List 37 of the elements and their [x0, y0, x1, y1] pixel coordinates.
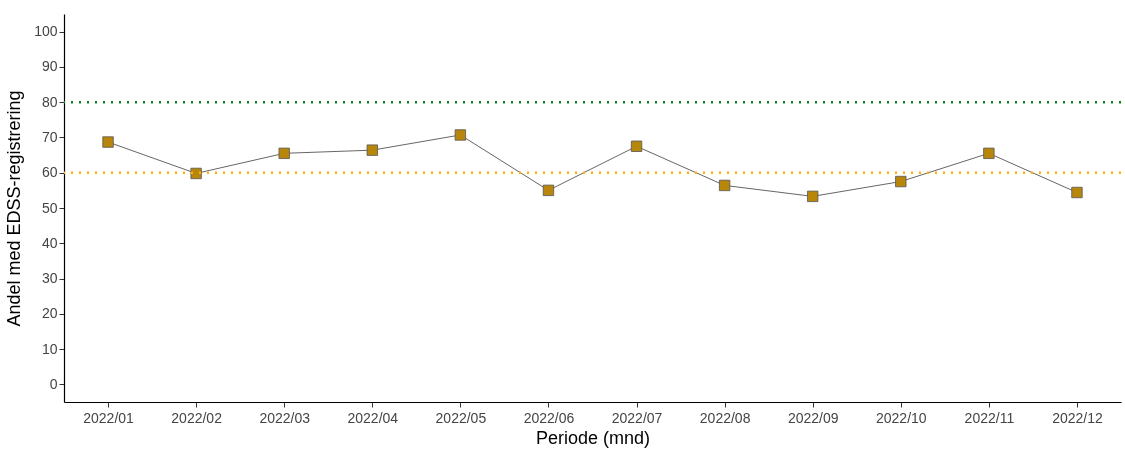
x-axis-title: Periode (mnd) [535, 427, 651, 448]
x-tick-label: 2022/11 [964, 409, 1015, 426]
y-tick-label: 20 [41, 305, 58, 322]
y-axis-title: Andel med EDSS-registrering [4, 90, 25, 327]
point [1071, 186, 1083, 199]
point [630, 140, 643, 152]
x-tick-label: 2022/04 [347, 409, 399, 426]
y-tick-label: 100 [34, 23, 58, 40]
point [895, 175, 907, 188]
point [718, 179, 731, 192]
x-tick-label: 2022/12 [1052, 409, 1103, 426]
x-tick-label: 2022/09 [787, 409, 839, 426]
point [190, 167, 202, 180]
y-tick-label: 0 [49, 375, 58, 392]
y-tick-label: 50 [41, 199, 58, 216]
point [807, 190, 819, 202]
x-tick-label: 2022/02 [171, 409, 223, 426]
x-tick-label: 2022/06 [523, 409, 575, 426]
y-tick-label: 40 [41, 234, 58, 251]
x-tick-label: 2022/03 [259, 409, 311, 426]
point [366, 144, 378, 156]
y-tick-label: 70 [41, 128, 58, 145]
x-tick-label: 2022/01 [83, 409, 135, 426]
point [278, 147, 290, 159]
x-tick-label: 2022/08 [699, 409, 751, 426]
x-tick-label: 2022/10 [875, 409, 927, 426]
y-tick-label: 90 [41, 58, 58, 75]
y-tick-label: 80 [41, 93, 58, 110]
point [542, 184, 555, 197]
point [454, 129, 467, 141]
x-tick-label: 2022/07 [611, 409, 663, 426]
x-tick-label: 2022/05 [435, 409, 487, 426]
point [102, 136, 114, 148]
point [983, 147, 995, 159]
y-tick-label: 60 [41, 164, 58, 181]
y-tick-label: 10 [41, 340, 58, 357]
y-tick-label: 30 [41, 270, 58, 287]
